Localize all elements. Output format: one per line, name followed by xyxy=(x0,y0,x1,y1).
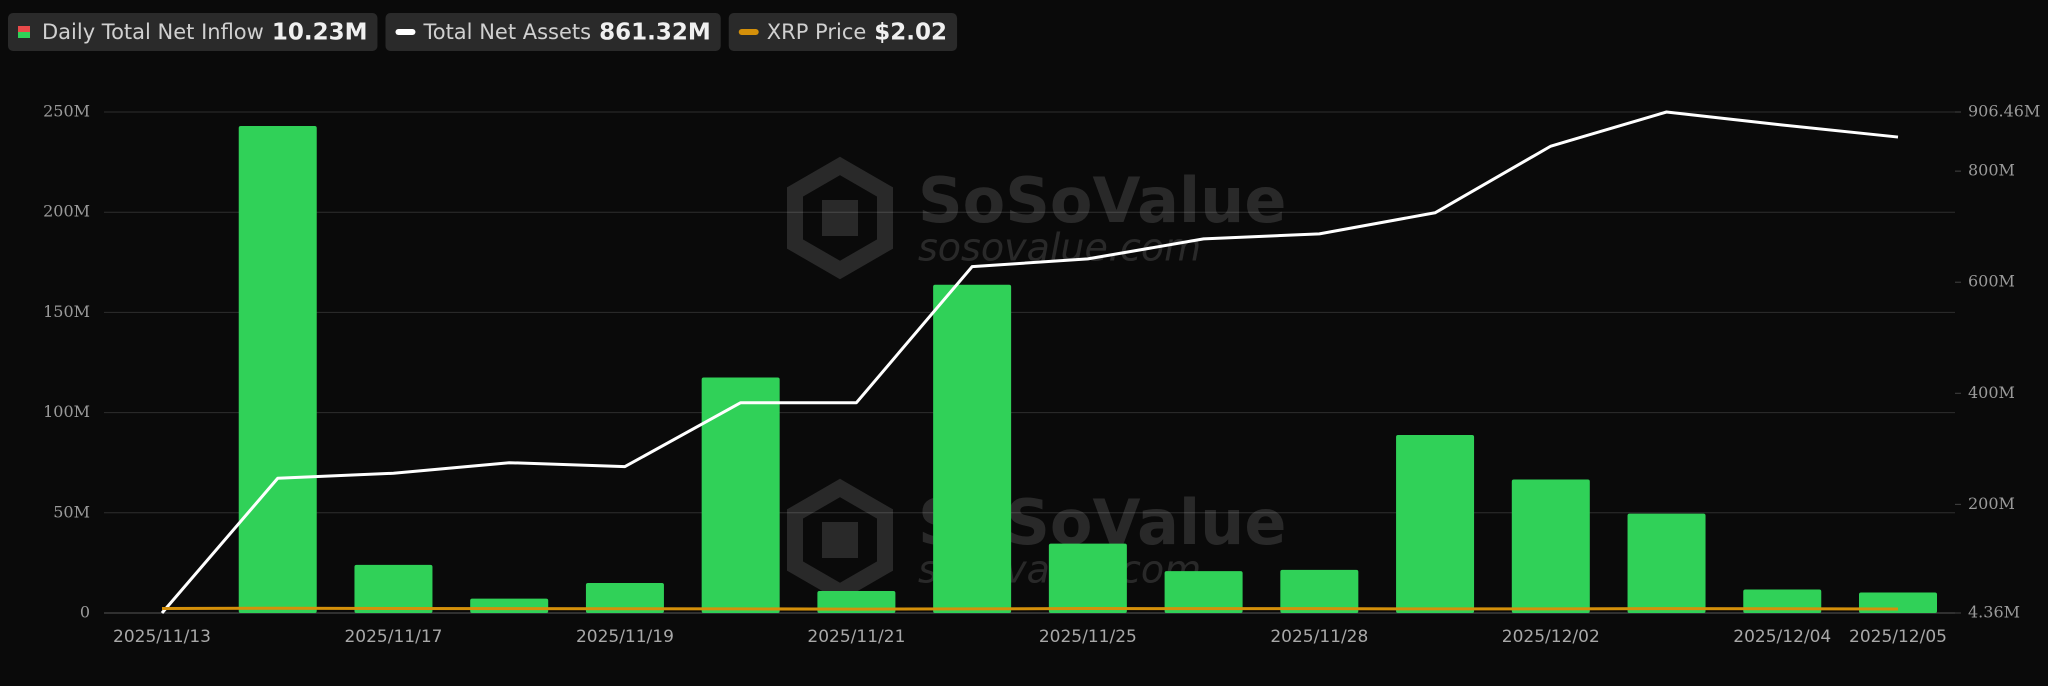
y-tick-label: 200M xyxy=(43,202,90,221)
x-tick-label: 2025/12/05 xyxy=(1849,627,1947,647)
x-tick-label: 2025/11/19 xyxy=(576,627,674,647)
legend-swatch xyxy=(18,26,30,32)
y-tick-label: 100M xyxy=(43,402,90,421)
y-tick-label: 250M xyxy=(43,102,90,121)
legend-value: $2.02 xyxy=(874,20,947,46)
legend-label: XRP Price xyxy=(767,20,867,44)
legend-swatch xyxy=(738,29,759,35)
y2-tick-label: 800M xyxy=(1968,161,2015,180)
legend-box xyxy=(8,13,378,51)
bar xyxy=(1048,543,1127,613)
legend-value: 861.32M xyxy=(599,20,711,46)
y2-tick-label: 200M xyxy=(1968,494,2015,513)
y-tick-label: 50M xyxy=(53,502,90,521)
bar xyxy=(354,564,433,613)
bar xyxy=(1280,569,1359,613)
bar xyxy=(238,126,317,613)
bar xyxy=(1511,479,1590,613)
x-tick-label: 2025/11/13 xyxy=(113,627,211,647)
y-tick-label: 150M xyxy=(43,302,90,321)
y2-tick-label: 600M xyxy=(1968,272,2015,291)
y2-tick-label: 400M xyxy=(1968,383,2015,402)
x-tick-label: 2025/11/25 xyxy=(1039,627,1137,647)
bar xyxy=(1396,435,1475,613)
line xyxy=(160,110,1899,614)
legend-box xyxy=(385,13,721,51)
y2-tick-label: 906.46M xyxy=(1968,102,2040,121)
watermark-logo xyxy=(787,478,893,602)
x-tick-label: 2025/12/02 xyxy=(1502,627,1600,647)
bar xyxy=(585,582,664,613)
bar xyxy=(817,590,896,613)
legend-item: Daily Total Net Inflow 10.23M xyxy=(8,13,378,51)
bar xyxy=(701,377,780,613)
bar xyxy=(933,284,1012,613)
x-tick-label: 2025/12/04 xyxy=(1733,627,1831,647)
bar xyxy=(1743,589,1822,613)
legend-swatch xyxy=(395,29,416,35)
bar xyxy=(1164,571,1243,613)
line xyxy=(161,606,1899,611)
x-tick-label: 2025/11/17 xyxy=(344,627,442,647)
y2-tick-label: 4.36M xyxy=(1968,603,2020,622)
legend-box xyxy=(728,13,958,51)
x-tick-label: 2025/11/28 xyxy=(1270,627,1368,647)
legend-item: XRP Price $2.02 xyxy=(728,13,958,51)
y-tick-label: 0 xyxy=(80,603,90,622)
watermark-logo xyxy=(787,156,893,280)
legend-label: Daily Total Net Inflow xyxy=(42,20,264,44)
legend-label: Total Net Assets xyxy=(422,20,591,44)
legend-swatch xyxy=(18,32,30,38)
watermark: SoSoValue sosovalue.com SoSoValue sosova… xyxy=(787,156,1286,602)
watermark-brand: SoSoValue xyxy=(918,164,1286,237)
legend-value: 10.23M xyxy=(272,20,368,46)
x-tick-label: 2025/11/21 xyxy=(807,627,905,647)
legend-item: Total Net Assets 861.32M xyxy=(385,13,721,51)
bar xyxy=(1627,513,1706,613)
bar xyxy=(470,598,549,613)
